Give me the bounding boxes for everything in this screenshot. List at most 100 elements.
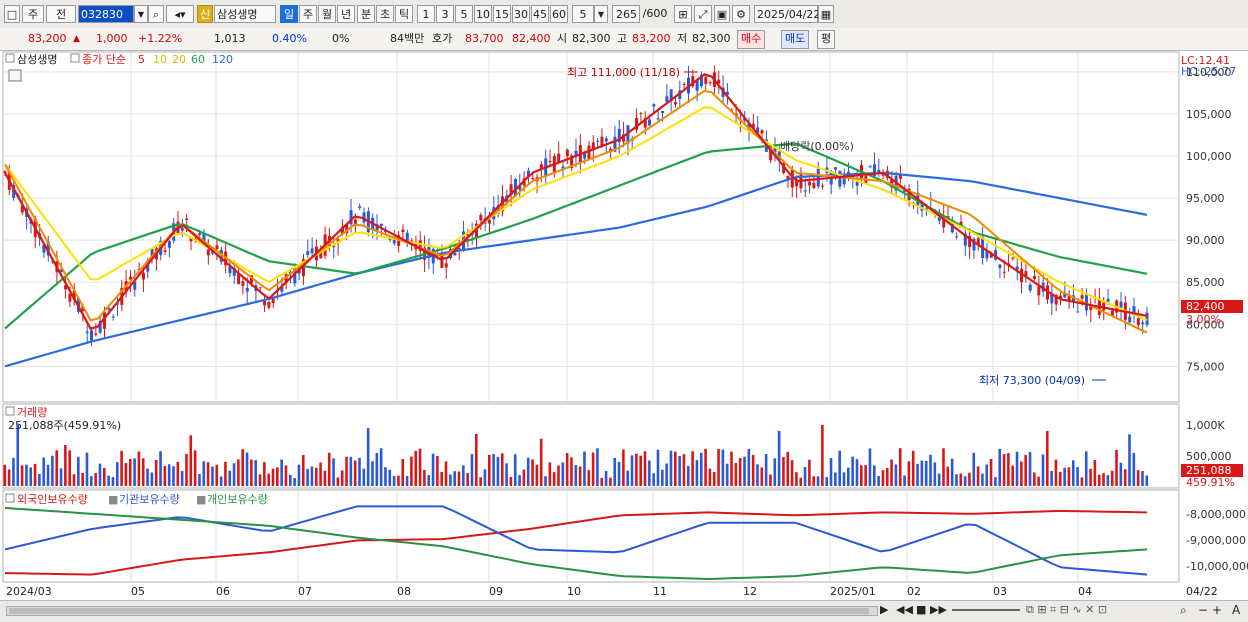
- stock-code-input[interactable]: 032830: [78, 5, 134, 23]
- font-size-icon[interactable]: A: [1232, 603, 1241, 617]
- volume-bar: [345, 456, 348, 486]
- period-select[interactable]: 주: [22, 5, 44, 23]
- volume-bar: [85, 452, 89, 486]
- volume-bar: [673, 451, 677, 486]
- ma-checkbox-icon[interactable]: [70, 53, 80, 63]
- code-dropdown-icon[interactable]: ▼: [134, 5, 148, 23]
- volume-caption: 251,088주(459.91%): [8, 419, 121, 432]
- volume-bar: [405, 476, 409, 486]
- candle: [1028, 284, 1032, 291]
- candle: [691, 76, 695, 87]
- volume-bar: [929, 454, 932, 486]
- candle: [821, 185, 825, 187]
- candle: [872, 164, 876, 177]
- interval-minute[interactable]: 분: [357, 5, 375, 23]
- interval-week[interactable]: 주: [299, 5, 317, 23]
- indicator-icon[interactable]: ⊞: [674, 5, 692, 23]
- toolbar-tools-icon[interactable]: ⧉ ⊞ ⌗ ⊟ ∿ ✕ ⊡: [1026, 603, 1108, 616]
- count-dropdown-icon[interactable]: ▼: [594, 5, 608, 23]
- minus-icon[interactable]: −: [1198, 603, 1209, 617]
- forward-icon[interactable]: ▶▶: [930, 603, 947, 616]
- num-10[interactable]: 10: [474, 5, 492, 23]
- volume-bar: [933, 462, 937, 486]
- x-label: 07: [298, 585, 312, 598]
- interval-tick[interactable]: 틱: [395, 5, 413, 23]
- interval-day[interactable]: 일: [280, 5, 298, 23]
- stop-icon[interactable]: ■: [916, 603, 927, 616]
- candle: [1063, 292, 1067, 298]
- y-tick: 110,000: [1186, 66, 1232, 79]
- count-select[interactable]: 5: [572, 5, 594, 23]
- x-label: 2024/03: [6, 585, 52, 598]
- gear-icon[interactable]: ⚙: [732, 5, 750, 23]
- interval-month[interactable]: 월: [318, 5, 336, 23]
- sell-button[interactable]: 매도: [781, 30, 810, 49]
- speaker-icon[interactable]: ◂▾: [166, 5, 194, 23]
- num-45[interactable]: 45: [531, 5, 549, 23]
- candle: [725, 91, 729, 95]
- candle: [141, 272, 145, 280]
- zoom-icon[interactable]: ⌕: [1180, 603, 1187, 617]
- candle: [137, 268, 141, 270]
- num-3[interactable]: 3: [436, 5, 454, 23]
- candle: [133, 281, 137, 290]
- candle: [583, 153, 587, 159]
- holding-tick-8m: -8,000,000: [1186, 508, 1246, 521]
- volume-bar: [1145, 475, 1149, 486]
- save-icon[interactable]: ▣: [714, 5, 730, 23]
- num-60[interactable]: 60: [550, 5, 568, 23]
- draw-icon[interactable]: ⤢: [694, 5, 712, 23]
- dividend-annotation: 배당락(0.00%): [780, 140, 854, 153]
- window-icon[interactable]: □: [4, 5, 20, 23]
- date-input[interactable]: 2025/04/22: [754, 5, 820, 23]
- volume-checkbox-icon[interactable]: [5, 406, 15, 416]
- interval-second[interactable]: 초: [376, 5, 394, 23]
- candle: [708, 82, 712, 84]
- candle: [440, 253, 444, 268]
- num-15[interactable]: 15: [493, 5, 511, 23]
- volume-bar: [301, 455, 305, 486]
- search-icon[interactable]: ⌕: [148, 5, 164, 23]
- buy-button[interactable]: 매수: [737, 30, 766, 49]
- volume-bar: [989, 459, 993, 486]
- holding-checkbox-icon[interactable]: [5, 493, 15, 503]
- volume-bar: [522, 469, 526, 486]
- candle: [232, 267, 236, 276]
- num-5[interactable]: 5: [455, 5, 473, 23]
- volume-bar: [583, 451, 586, 486]
- candle: [306, 251, 310, 255]
- volume-bar: [102, 467, 106, 486]
- volume-last-tag: [1181, 464, 1243, 477]
- panel-checkbox-icon[interactable]: [5, 53, 15, 63]
- volume-bar: [868, 448, 872, 486]
- volume-bar: [211, 466, 214, 486]
- interval-year[interactable]: 년: [337, 5, 355, 23]
- volume-bar: [769, 474, 772, 486]
- plus-icon[interactable]: +: [1212, 603, 1223, 617]
- volume-bar: [185, 453, 188, 486]
- bar-count-input[interactable]: 265: [612, 5, 640, 23]
- volume-bar: [487, 454, 491, 486]
- volume-bar: [68, 450, 71, 486]
- play-icon[interactable]: ▶: [880, 603, 889, 616]
- volume-bar: [120, 450, 123, 486]
- prev-button[interactable]: 전: [46, 5, 76, 23]
- volume-bar: [237, 459, 240, 486]
- rewind-icon[interactable]: ◀◀: [896, 603, 913, 616]
- candle: [635, 118, 639, 130]
- candle: [591, 142, 595, 150]
- scrollbar-thumb[interactable]: [9, 608, 869, 614]
- eval-button[interactable]: 평: [817, 30, 836, 49]
- volume-bar: [323, 470, 327, 486]
- num-30[interactable]: 30: [512, 5, 530, 23]
- table-icon[interactable]: [8, 69, 22, 82]
- calendar-icon[interactable]: ▦: [818, 5, 834, 23]
- low-annotation: 최저 73,300 (04/09): [979, 374, 1085, 387]
- volume-bar: [440, 471, 444, 486]
- candle: [319, 250, 323, 258]
- chart-area[interactable]: 삼성생명 종가 단순 5 10 20 60 120 LC:12.41 HC:-2…: [0, 50, 1248, 600]
- horizontal-scrollbar[interactable]: [6, 606, 878, 616]
- num-1[interactable]: 1: [417, 5, 435, 23]
- volume-bar: [258, 474, 262, 486]
- zoom-slider[interactable]: [952, 609, 1020, 611]
